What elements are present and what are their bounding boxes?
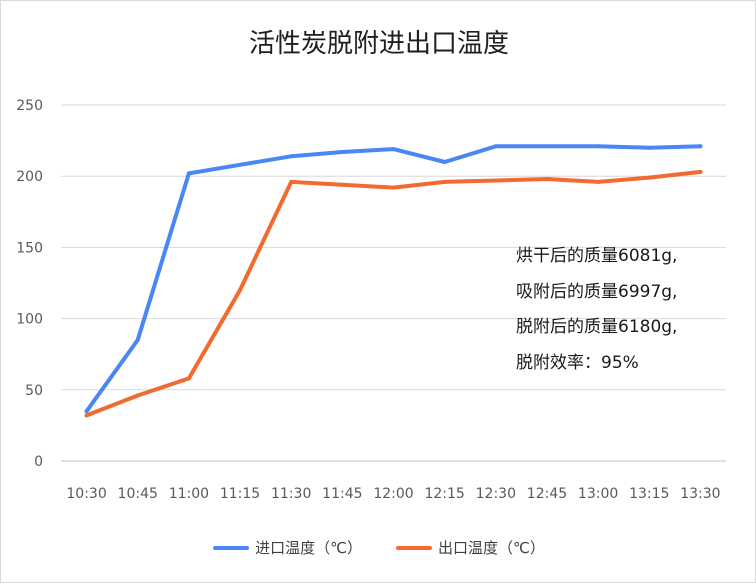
data-point-inlet xyxy=(84,409,89,414)
x-tick-label: 11:00 xyxy=(169,486,209,502)
data-point-inlet xyxy=(391,147,396,152)
x-tick-label: 13:00 xyxy=(578,486,618,502)
x-tick-label: 11:30 xyxy=(271,486,311,502)
data-point-outlet xyxy=(238,288,243,293)
data-point-outlet xyxy=(135,393,140,398)
data-point-inlet xyxy=(698,144,703,149)
data-point-inlet xyxy=(340,149,345,154)
y-tick-label: 100 xyxy=(16,312,43,328)
x-tick-label: 12:45 xyxy=(527,486,567,502)
data-point-outlet xyxy=(647,175,652,180)
data-point-inlet xyxy=(238,162,243,167)
efficiency-annotation: 烘干后的质量6081g, 吸附后的质量6997g, 脱附后的质量6180g, 脱… xyxy=(516,239,677,381)
y-tick-label: 200 xyxy=(16,169,43,185)
y-tick-label: 250 xyxy=(16,98,43,114)
chart-title: 活性炭脱附进出口温度 xyxy=(248,29,509,59)
x-tick-label: 12:30 xyxy=(476,486,516,502)
data-point-outlet xyxy=(391,185,396,190)
data-point-outlet xyxy=(596,179,601,184)
legend-label-outlet: 出口温度（℃） xyxy=(438,539,545,557)
data-point-outlet xyxy=(84,413,89,418)
legend-label-inlet: 进口温度（℃） xyxy=(255,539,362,557)
x-tick-label: 11:45 xyxy=(322,486,362,502)
x-tick-label: 10:45 xyxy=(118,486,158,502)
annotation-line-dried-mass: 烘干后的质量6081g, xyxy=(516,246,678,266)
data-point-inlet xyxy=(135,337,140,342)
x-tick-label: 12:00 xyxy=(373,486,413,502)
data-point-inlet xyxy=(647,145,652,150)
data-point-outlet xyxy=(493,178,498,183)
data-point-inlet xyxy=(289,154,294,159)
gridlines xyxy=(61,104,726,462)
data-point-outlet xyxy=(544,177,549,182)
data-point-outlet xyxy=(442,179,447,184)
legend-swatch-inlet xyxy=(213,545,250,550)
data-point-outlet xyxy=(698,169,703,174)
data-point-outlet xyxy=(289,179,294,184)
y-axis-ticks: 0 50 100 150 200 250 xyxy=(16,98,43,470)
data-point-outlet xyxy=(186,376,191,381)
legend-item-inlet[interactable]: 进口温度（℃） xyxy=(213,537,362,558)
y-tick-label: 150 xyxy=(16,240,43,256)
y-tick-label: 50 xyxy=(25,383,43,399)
x-axis-ticks: 10:30 10:45 11:00 11:15 11:30 11:45 12:00 12:15… xyxy=(66,486,720,502)
data-point-inlet xyxy=(596,144,601,149)
y-tick-label: 0 xyxy=(34,454,43,470)
x-tick-label: 10:30 xyxy=(66,486,106,502)
x-tick-label: 13:15 xyxy=(629,486,669,502)
legend: 进口温度（℃） 出口温度（℃） xyxy=(1,537,756,558)
data-point-inlet xyxy=(186,171,191,176)
data-point-inlet xyxy=(493,144,498,149)
data-point-outlet xyxy=(340,182,345,187)
legend-item-outlet[interactable]: 出口温度（℃） xyxy=(396,537,545,558)
data-point-inlet xyxy=(544,144,549,149)
annotation-line-desorbed-mass: 脱附后的质量6180g, xyxy=(516,317,678,337)
annotation-line-adsorbed-mass: 吸附后的质量6997g, xyxy=(516,281,678,302)
x-tick-label: 12:15 xyxy=(424,486,464,502)
annotation-line-efficiency: 脱附效率：95% xyxy=(516,352,639,373)
series-lines xyxy=(84,144,703,418)
x-tick-label: 13:30 xyxy=(680,486,720,502)
data-point-inlet xyxy=(442,159,447,164)
legend-swatch-outlet xyxy=(396,545,432,550)
x-tick-label: 11:15 xyxy=(220,486,260,502)
